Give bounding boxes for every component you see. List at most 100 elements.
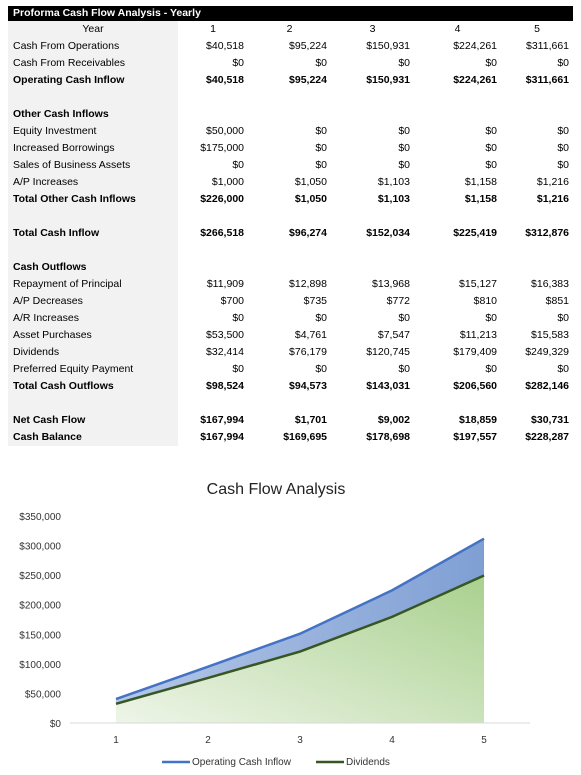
row-value: $76,179 [289,346,327,358]
y-tick-label: $100,000 [19,660,61,671]
cash-flow-table: Year 1 2 3 4 5 Cash From Operations $40,5… [8,21,573,446]
row-label: A/P Increases [13,176,79,188]
operating-cash-inflow-line [115,537,485,701]
chart-svg: Cash Flow Analysis $0 $50,000 $100,000 $150… [19,481,530,768]
y-tick-label: $150,000 [19,630,61,641]
row-value [414,208,501,225]
table-row: Dividends $32,414 $76,179 $120,745 $179,409 $… [8,344,573,361]
table-row: Preferred Equity Payment $0 $0 $0 $0 $0 [8,361,573,378]
chart-title: Cash Flow Analysis [207,481,346,498]
row-value: $206,560 [453,380,497,392]
row-value: $0 [398,312,410,324]
row-value: $311,661 [525,40,569,52]
row-value [331,395,414,412]
row-value: $98,524 [206,380,244,392]
row-value [501,259,573,276]
row-value: $249,329 [525,346,569,358]
row-value: $120,745 [366,346,410,358]
row-label: Sales of Business Assets [13,159,131,171]
row-label: Cash From Operations [13,40,120,52]
row-value: $226,000 [200,193,244,205]
dividends-line [115,574,485,706]
row-value: $0 [232,363,244,375]
row-label: Equity Investment [13,125,97,137]
header-year: 2 [286,23,293,35]
row-value [501,106,573,123]
row-value: $0 [315,159,327,171]
sheet-title: Proforma Cash Flow Analysis - Yearly [8,6,573,21]
row-value: $312,876 [525,227,569,239]
row-value: $95,224 [289,74,327,86]
row-value [414,106,501,123]
row-label [8,242,178,259]
cash-flow-sheet: Proforma Cash Flow Analysis - Yearly Yea… [8,6,573,446]
row-value: $12,898 [289,278,327,290]
row-label: A/P Decreases [13,295,83,307]
row-value: $0 [315,312,327,324]
table-row: A/P Increases $1,000 $1,050 $1,103 $1,158 $1,… [8,174,573,191]
row-value: $0 [485,159,497,171]
table-row: A/R Increases $0 $0 $0 $0 $0 [8,310,573,327]
y-tick-label: $0 [50,719,62,730]
row-value: $197,557 [453,431,497,443]
row-value [248,259,331,276]
row-value: $700 [220,295,244,307]
row-value: $1,050 [294,193,327,205]
table-row: Total Other Cash Inflows $226,000 $1,050 $1… [8,191,573,208]
row-value: $143,031 [366,380,410,392]
row-value: $0 [557,159,569,171]
row-value: $0 [232,57,244,69]
row-value: $9,002 [377,414,410,426]
row-value: $0 [232,159,244,171]
row-value [331,89,414,106]
row-value [178,106,248,123]
row-value: $0 [232,312,244,324]
table-row: Increased Borrowings $175,000 $0 $0 $0 $0 [8,140,573,157]
row-value: $96,274 [289,227,327,239]
row-value: $0 [557,142,569,154]
row-value: $1,158 [464,193,497,205]
row-value: $1,701 [294,414,327,426]
table-row: Net Cash Flow $167,994 $1,701 $9,002 $18,859… [8,412,573,429]
row-value: $0 [315,57,327,69]
row-value [501,208,573,225]
row-value: $810 [473,295,497,307]
header-year: 4 [454,23,461,35]
row-value [178,259,248,276]
row-value [501,242,573,259]
y-tick-label: $350,000 [19,512,61,523]
row-value: $735 [303,295,327,307]
row-value: $18,859 [459,414,497,426]
row-value: $0 [398,142,410,154]
table-row: Cash From Operations $40,518 $95,224 $150,9… [8,38,573,55]
table-row: Asset Purchases $53,500 $4,761 $7,547 $11,21… [8,327,573,344]
row-value: $16,383 [531,278,569,290]
row-value: $15,583 [531,329,569,341]
row-value [248,106,331,123]
table-row: Sales of Business Assets $0 $0 $0 $0 $0 [8,157,573,174]
row-label: Preferred Equity Payment [13,363,134,375]
y-tick-label: $200,000 [19,601,61,612]
table-row: A/P Decreases $700 $735 $772 $810 $851 [8,293,573,310]
row-value: $224,261 [453,74,497,86]
x-tick-label: 3 [297,735,303,746]
y-tick-label: $250,000 [19,571,61,582]
row-value [178,208,248,225]
row-value: $152,034 [366,227,410,239]
row-label: Asset Purchases [13,329,92,341]
row-value: $851 [545,295,569,307]
row-value: $40,518 [206,40,244,52]
row-label: Total Cash Inflow [13,227,100,239]
label-column-background [8,21,178,446]
table-row: Total Cash Outflows $98,524 $94,573 $143,03… [8,378,573,395]
row-value: $1,216 [536,176,569,188]
table-row: Operating Cash Inflow $40,518 $95,224 $150,… [8,72,573,89]
row-value: $311,661 [525,74,569,86]
row-value: $1,103 [377,176,410,188]
row-label [8,89,178,106]
header-year: 1 [210,23,216,35]
row-value: $1,000 [211,176,244,188]
table-row: Total Cash Inflow $266,518 $96,274 $152,034… [8,225,573,242]
x-tick-label: 1 [113,735,119,746]
row-label [8,208,178,225]
